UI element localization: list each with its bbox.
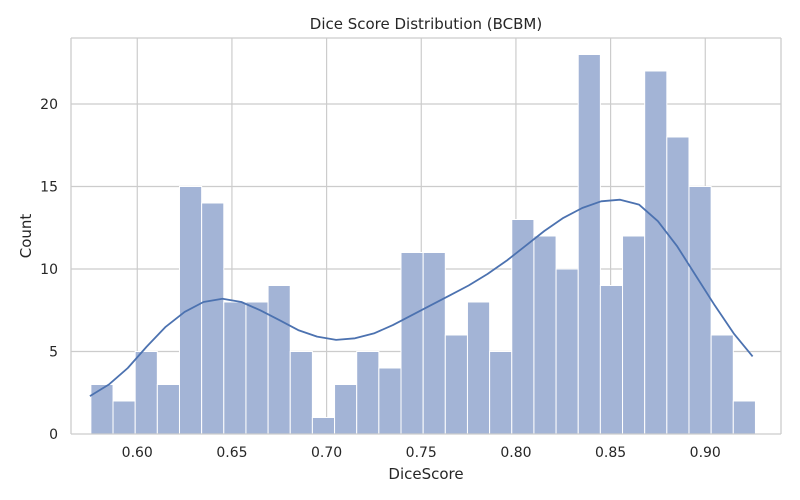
- histogram-bar: [688, 186, 712, 435]
- x-tick-label: 0.75: [406, 445, 437, 461]
- histogram-bar: [489, 351, 513, 435]
- x-tick-label: 0.85: [595, 445, 626, 461]
- y-tick-label: 10: [40, 262, 58, 278]
- histogram-bar: [267, 285, 291, 435]
- histogram-bar: [511, 219, 535, 435]
- x-tick-label: 0.70: [311, 445, 342, 461]
- histogram-bar: [334, 384, 358, 435]
- histogram-bar: [245, 301, 269, 435]
- histogram-bar: [577, 54, 601, 435]
- x-axis-label: DiceScore: [388, 465, 463, 483]
- histogram-bar: [555, 268, 579, 435]
- histogram-bar: [356, 351, 380, 435]
- histogram-bar: [732, 400, 756, 435]
- histogram-bar: [178, 186, 203, 435]
- y-tick-label: 20: [40, 97, 58, 113]
- histogram-bar: [90, 384, 114, 435]
- histogram-bar: [311, 417, 336, 435]
- histogram-bar: [422, 252, 446, 435]
- x-tick-label: 0.80: [500, 445, 531, 461]
- kde-curve: [89, 198, 754, 397]
- histogram-bar: [444, 334, 468, 435]
- histogram-bar: [223, 301, 247, 435]
- histogram-bar: [666, 136, 690, 435]
- x-tick-label: 0.65: [216, 445, 247, 461]
- y-tick-label: 15: [40, 180, 58, 196]
- kde-layer: [89, 198, 754, 397]
- histogram-bar: [710, 334, 734, 435]
- histogram-bar: [599, 285, 624, 435]
- chart-title: Dice Score Distribution (BCBM): [310, 15, 542, 33]
- y-tick-label: 0: [49, 427, 58, 443]
- histogram-bar: [156, 384, 180, 435]
- histogram-bar: [466, 301, 491, 435]
- histogram-bar: [644, 70, 668, 435]
- histogram-bar: [622, 235, 646, 435]
- histogram-bar: [533, 235, 557, 435]
- histogram-bar: [134, 351, 158, 435]
- y-axis-label: Count: [17, 214, 35, 259]
- histogram-bar: [400, 252, 424, 435]
- histogram-bar: [112, 400, 136, 435]
- spines-layer: [70, 37, 782, 435]
- x-tick-label: 0.90: [690, 445, 721, 461]
- bars-layer: [90, 54, 756, 435]
- ticks-layer: 0.60 0.65 0.70 0.75 0.80 0.85 0.90 0 5 10 15 20: [40, 97, 721, 461]
- histogram-bar: [378, 367, 402, 435]
- histogram-bar: [201, 202, 225, 435]
- histogram-bar: [289, 351, 313, 435]
- y-tick-label: 5: [49, 345, 58, 361]
- x-tick-label: 0.60: [122, 445, 153, 461]
